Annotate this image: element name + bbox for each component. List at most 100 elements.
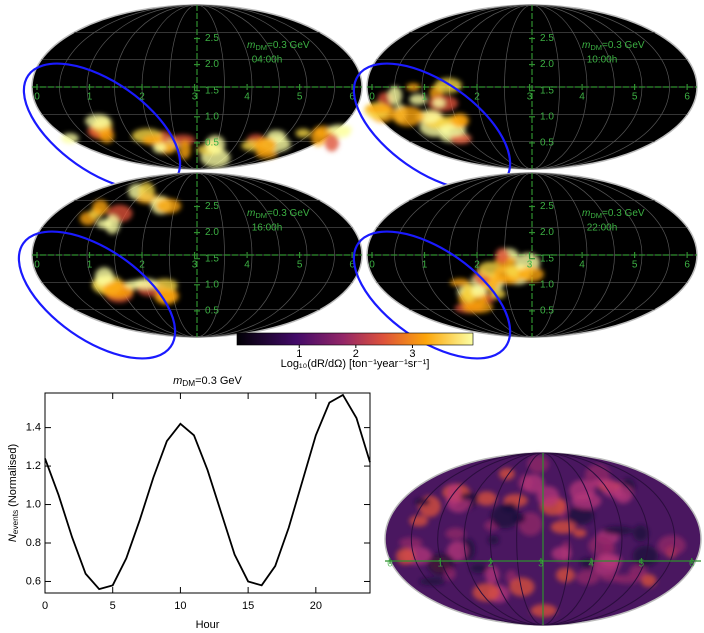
hotspot xyxy=(155,198,182,214)
hotspot xyxy=(61,133,79,144)
map-lon-label: 3 xyxy=(538,559,544,570)
hotspot xyxy=(92,199,109,216)
symbol: m xyxy=(247,208,255,219)
map-lat-label: 2.5 xyxy=(205,201,219,212)
map-lon-label: 1 xyxy=(87,92,93,103)
map-lat-label: 2.0 xyxy=(540,227,554,238)
map-lat-label: 1.0 xyxy=(540,279,554,290)
hotspot xyxy=(517,266,544,282)
map-lon-label: 4 xyxy=(579,260,585,271)
intensity-pattern xyxy=(79,182,182,305)
x-tick-label: 15 xyxy=(242,600,254,612)
y-tick-label: 1.0 xyxy=(26,498,41,510)
hotspot xyxy=(476,491,498,506)
map-lon-label: 0 xyxy=(369,92,375,103)
hotspot xyxy=(406,83,421,92)
hotspot xyxy=(104,214,120,235)
map-lon-label: 3 xyxy=(527,260,533,271)
time-label: 10:00h xyxy=(587,55,618,66)
hotspot xyxy=(460,492,480,501)
map-lat-label: 1.5 xyxy=(540,253,554,264)
hotspot xyxy=(603,485,633,498)
map-lat-label: 1.0 xyxy=(205,279,219,290)
hotspot xyxy=(447,541,468,562)
hotspot xyxy=(392,106,424,127)
map-lon-label: 6 xyxy=(349,92,355,103)
subscript: events xyxy=(11,510,20,534)
subscript: DM xyxy=(590,43,602,52)
subscript: DM xyxy=(182,379,195,388)
map-lat-label: 2.5 xyxy=(540,201,554,212)
map-lon-label: 0 xyxy=(369,260,375,271)
hotspot xyxy=(567,506,595,525)
mass-label: mDM=0.3 GeV xyxy=(247,40,310,52)
hotspot xyxy=(485,565,500,585)
mass-label: mDM=0.3 GeV xyxy=(247,208,310,220)
hotspot xyxy=(295,128,311,138)
time-label: 04:00h xyxy=(252,55,283,66)
colorbar-tick-label: 3 xyxy=(409,348,415,360)
hotspot xyxy=(170,134,196,146)
hotspot xyxy=(445,527,466,540)
map-lat-label: 2.5 xyxy=(540,33,554,44)
hotspot xyxy=(498,467,515,480)
hotspot xyxy=(462,301,494,314)
hotspot xyxy=(409,515,429,527)
map-lon-label: 1 xyxy=(87,260,93,271)
hotspot xyxy=(85,114,111,128)
subscript: DM xyxy=(590,211,602,220)
symbol: N xyxy=(7,534,19,542)
map-lon-label: 4 xyxy=(244,260,250,271)
map-lon-label: 2 xyxy=(139,260,145,271)
text: =0.3 GeV xyxy=(602,40,645,51)
hotspot xyxy=(555,567,575,583)
map-lat-label: 0.5 xyxy=(540,138,554,149)
hotspot xyxy=(640,574,657,587)
hotspot xyxy=(571,492,602,510)
symbol: m xyxy=(173,375,182,387)
map-lon-label: 5 xyxy=(632,260,638,271)
hotspot xyxy=(94,267,114,286)
hotspot xyxy=(327,124,353,135)
hotspot xyxy=(550,520,577,534)
map-lon-label: 0 xyxy=(34,260,40,271)
hotspot xyxy=(254,137,277,154)
map-lon-label: 5 xyxy=(632,92,638,103)
text: (Normalised) xyxy=(7,444,19,510)
map-lon-label: 6 xyxy=(689,559,695,570)
hotspot xyxy=(469,563,488,574)
hotspot xyxy=(133,278,158,290)
intensity-pattern xyxy=(61,114,353,168)
map-lon-label: 6 xyxy=(349,260,355,271)
map-lon-label: 2 xyxy=(139,92,145,103)
map-lon-label: 1 xyxy=(422,260,428,271)
map-lat-label: 2.0 xyxy=(205,227,219,238)
map-lat-label: 2.5 xyxy=(205,33,219,44)
hotspot xyxy=(527,455,549,474)
map-lon-label: 2 xyxy=(474,260,480,271)
hotspot xyxy=(138,182,155,202)
map-lon-label: 3 xyxy=(192,92,198,103)
hotspot xyxy=(602,544,616,554)
hotspot xyxy=(600,573,622,582)
mass-label: mDM=0.3 GeV xyxy=(582,208,645,220)
symbol: m xyxy=(582,40,590,51)
hotspot xyxy=(387,86,403,106)
y-tick-label: 1.2 xyxy=(26,460,41,472)
hotspot xyxy=(99,129,115,144)
hotspot xyxy=(156,288,176,305)
y-axis-label: Nevents (Normalised) xyxy=(7,444,20,542)
map-lon-label: 4 xyxy=(244,92,250,103)
hotspot xyxy=(409,94,428,105)
hotspot xyxy=(512,512,526,524)
x-tick-label: 20 xyxy=(310,600,322,612)
text: =0.3 GeV xyxy=(267,40,310,51)
hotspot xyxy=(603,526,633,535)
time-label: 16:00h xyxy=(252,223,283,234)
map-lon-label: 2 xyxy=(474,92,480,103)
map-lat-label: 0.5 xyxy=(205,138,219,149)
text: =0.3 GeV xyxy=(195,375,242,387)
hotspot xyxy=(530,604,557,618)
hotspot xyxy=(572,528,587,538)
